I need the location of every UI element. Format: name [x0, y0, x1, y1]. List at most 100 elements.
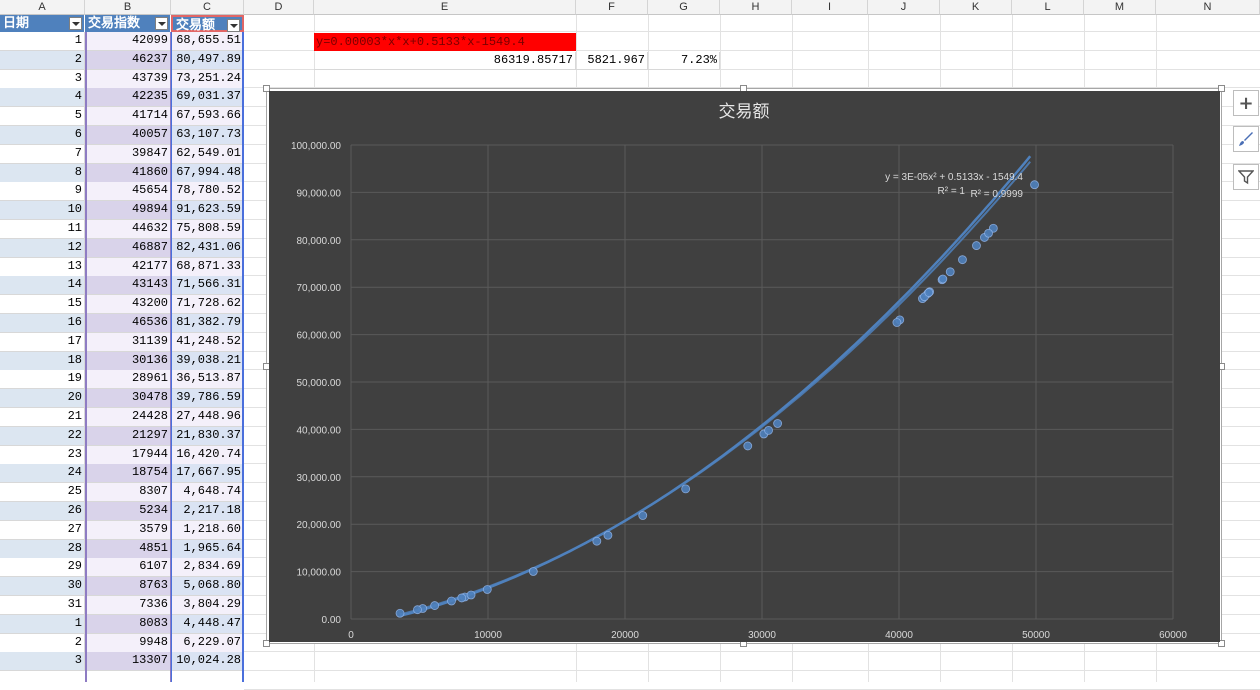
table-cell[interactable]: 17944 — [85, 446, 171, 465]
table-cell[interactable]: 3579 — [85, 521, 171, 540]
table-cell[interactable]: 3,804.29 — [171, 596, 244, 615]
table-cell[interactable]: 1,965.64 — [171, 540, 244, 559]
table-cell[interactable]: 46887 — [85, 239, 171, 258]
table-cell[interactable]: 21 — [0, 408, 85, 427]
table-cell[interactable]: 1,218.60 — [171, 521, 244, 540]
table-cell[interactable]: 12 — [0, 239, 85, 258]
table-cell[interactable]: 8307 — [85, 483, 171, 502]
table-cell[interactable]: 43200 — [85, 295, 171, 314]
column-header-c[interactable]: C — [171, 0, 244, 15]
table-cell[interactable]: 4 — [0, 88, 85, 107]
table-cell[interactable]: 6107 — [85, 558, 171, 577]
table-cell[interactable]: 71,566.31 — [171, 276, 244, 295]
column-header-f[interactable]: F — [576, 0, 648, 15]
table-cell[interactable]: 30136 — [85, 352, 171, 371]
table-cell[interactable]: 2 — [0, 634, 85, 653]
table-cell[interactable]: 36,513.87 — [171, 370, 244, 389]
table-cell[interactable]: 28961 — [85, 370, 171, 389]
table-header-index[interactable]: 交易指数 — [85, 15, 171, 32]
table-cell[interactable]: 42177 — [85, 258, 171, 277]
resize-handle[interactable] — [1218, 640, 1225, 647]
table-cell[interactable]: 41,248.52 — [171, 333, 244, 352]
table-cell[interactable]: 49894 — [85, 201, 171, 220]
chart-styles-button[interactable] — [1233, 126, 1259, 152]
table-cell[interactable]: 75,808.59 — [171, 220, 244, 239]
table-cell[interactable]: 67,994.48 — [171, 164, 244, 183]
table-cell[interactable]: 40057 — [85, 126, 171, 145]
table-cell[interactable]: 25 — [0, 483, 85, 502]
table-cell[interactable]: 5,068.80 — [171, 577, 244, 596]
table-cell[interactable]: 16,420.74 — [171, 446, 244, 465]
table-cell[interactable]: 9948 — [85, 634, 171, 653]
table-cell[interactable]: 9 — [0, 182, 85, 201]
chart-filters-button[interactable] — [1233, 164, 1259, 190]
table-cell[interactable]: 10 — [0, 201, 85, 220]
table-cell[interactable]: 39,786.59 — [171, 389, 244, 408]
column-header-l[interactable]: L — [1012, 0, 1084, 15]
table-cell[interactable]: 26 — [0, 502, 85, 521]
table-cell[interactable]: 17 — [0, 333, 85, 352]
column-header-h[interactable]: H — [720, 0, 792, 15]
table-cell[interactable]: 7336 — [85, 596, 171, 615]
table-cell[interactable]: 27 — [0, 521, 85, 540]
table-cell[interactable]: 82,431.06 — [171, 239, 244, 258]
chart-elements-button[interactable]: + — [1233, 90, 1259, 116]
table-cell[interactable]: 31139 — [85, 333, 171, 352]
table-cell[interactable]: 20 — [0, 389, 85, 408]
table-cell[interactable]: 1 — [0, 615, 85, 634]
table-cell[interactable]: 16 — [0, 314, 85, 333]
table-cell[interactable]: 2 — [0, 51, 85, 70]
cell-f3[interactable]: 5821.967 — [576, 52, 648, 70]
cell-g3[interactable]: 7.23% — [648, 52, 720, 70]
table-header-date[interactable]: 日期 — [0, 15, 85, 32]
table-cell[interactable]: 67,593.66 — [171, 107, 244, 126]
table-cell[interactable]: 14 — [0, 276, 85, 295]
table-cell[interactable]: 18754 — [85, 464, 171, 483]
table-cell[interactable]: 78,780.52 — [171, 182, 244, 201]
table-header-amount[interactable]: 交易额 — [171, 15, 244, 33]
table-cell[interactable]: 39,038.21 — [171, 352, 244, 371]
column-header-n[interactable]: N — [1156, 0, 1260, 15]
table-cell[interactable]: 69,031.37 — [171, 88, 244, 107]
table-cell[interactable]: 4,448.47 — [171, 615, 244, 634]
column-header-g[interactable]: G — [648, 0, 720, 15]
table-cell[interactable]: 24428 — [85, 408, 171, 427]
table-cell[interactable]: 62,549.01 — [171, 145, 244, 164]
table-cell[interactable]: 30478 — [85, 389, 171, 408]
table-cell[interactable]: 3 — [0, 70, 85, 89]
table-cell[interactable]: 21,830.37 — [171, 427, 244, 446]
table-cell[interactable]: 29 — [0, 558, 85, 577]
table-cell[interactable]: 46237 — [85, 51, 171, 70]
resize-handle[interactable] — [263, 85, 270, 92]
table-cell[interactable]: 73,251.24 — [171, 70, 244, 89]
column-header-d[interactable]: D — [244, 0, 314, 15]
table-cell[interactable]: 41860 — [85, 164, 171, 183]
table-cell[interactable]: 3 — [0, 652, 85, 671]
table-cell[interactable]: 6,229.07 — [171, 634, 244, 653]
filter-dropdown-icon[interactable] — [155, 17, 168, 30]
resize-handle[interactable] — [1218, 85, 1225, 92]
column-header-i[interactable]: I — [792, 0, 868, 15]
resize-handle[interactable] — [263, 640, 270, 647]
table-cell[interactable]: 81,382.79 — [171, 314, 244, 333]
table-cell[interactable]: 22 — [0, 427, 85, 446]
table-cell[interactable]: 13 — [0, 258, 85, 277]
table-cell[interactable]: 7 — [0, 145, 85, 164]
table-cell[interactable]: 31 — [0, 596, 85, 615]
table-cell[interactable]: 4,648.74 — [171, 483, 244, 502]
table-cell[interactable]: 2,217.18 — [171, 502, 244, 521]
table-cell[interactable]: 11 — [0, 220, 85, 239]
table-cell[interactable]: 42235 — [85, 88, 171, 107]
column-header-m[interactable]: M — [1084, 0, 1156, 15]
table-cell[interactable]: 19 — [0, 370, 85, 389]
table-cell[interactable]: 27,448.96 — [171, 408, 244, 427]
table-cell[interactable]: 8083 — [85, 615, 171, 634]
table-cell[interactable]: 2,834.69 — [171, 558, 244, 577]
table-cell[interactable]: 8 — [0, 164, 85, 183]
table-cell[interactable]: 45654 — [85, 182, 171, 201]
table-cell[interactable]: 6 — [0, 126, 85, 145]
table-cell[interactable]: 4851 — [85, 540, 171, 559]
table-cell[interactable]: 41714 — [85, 107, 171, 126]
table-cell[interactable]: 8763 — [85, 577, 171, 596]
trend-formula-cell[interactable]: y=0.00003*x*x+0.5133*x-1549.4 — [314, 33, 576, 51]
